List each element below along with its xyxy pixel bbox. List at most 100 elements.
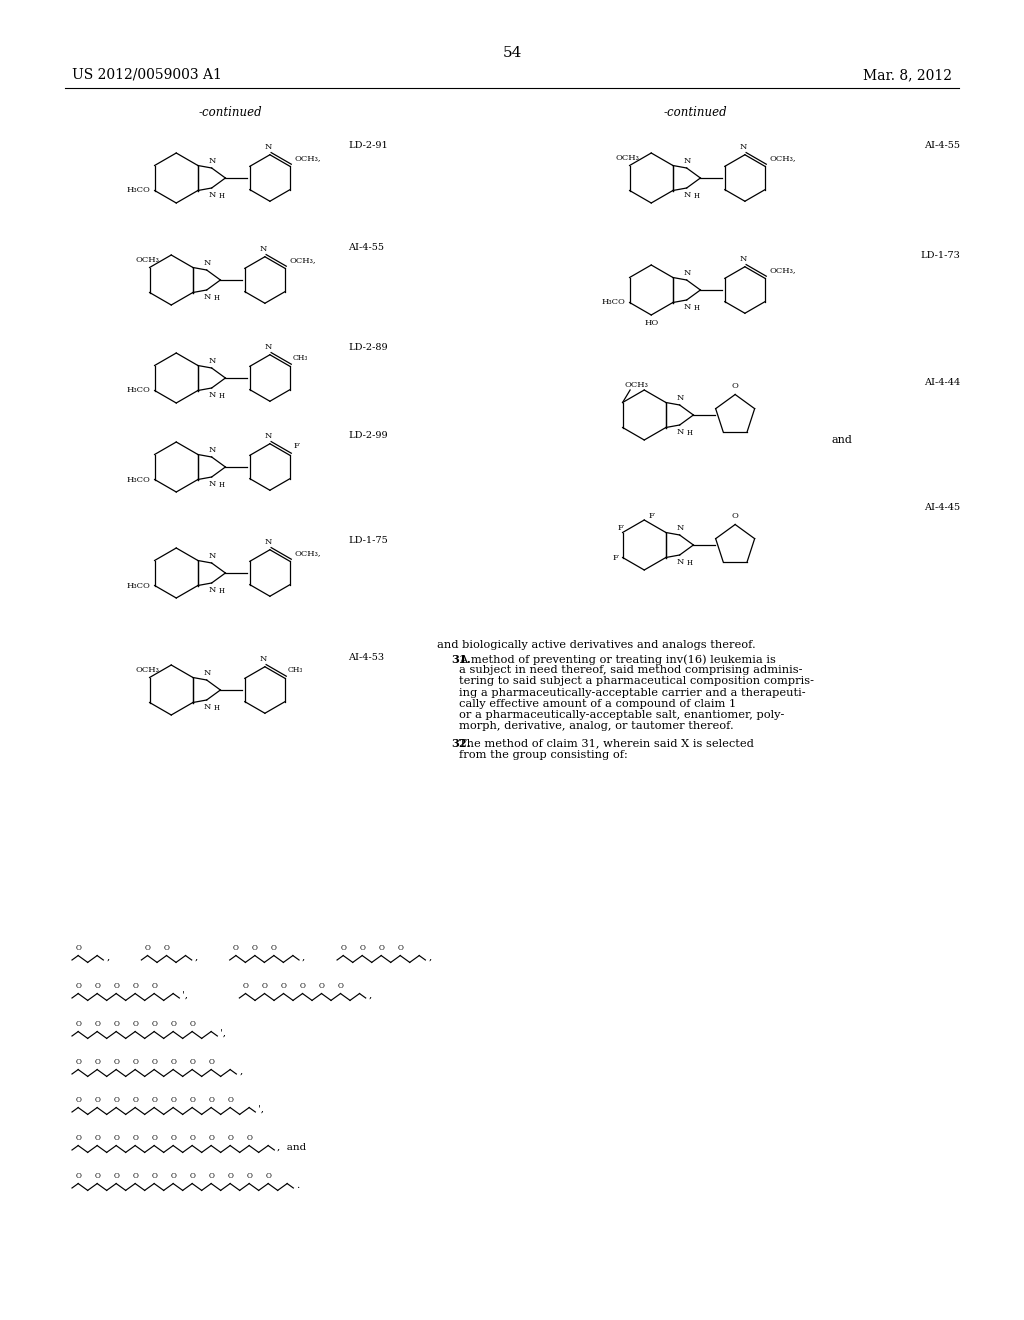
Text: O: O [152,1172,157,1180]
Text: N: N [739,255,746,263]
Text: N: N [209,480,216,488]
Text: O: O [164,944,169,952]
Text: O: O [170,1134,176,1142]
Text: CH₃: CH₃ [293,354,308,363]
Text: O: O [189,1172,196,1180]
Text: O: O [189,1020,196,1028]
Text: OCH₃,: OCH₃, [294,549,321,557]
Text: H: H [219,587,224,595]
Text: 31.: 31. [451,653,471,665]
Text: O: O [114,1134,119,1142]
Text: O: O [94,1134,100,1142]
Text: morph, derivative, analog, or tautomer thereof.: morph, derivative, analog, or tautomer t… [459,721,734,731]
Text: O: O [114,1059,119,1067]
Text: AI-4-55: AI-4-55 [348,243,384,252]
Text: N: N [259,244,266,252]
Text: tering to said subject a pharmaceutical composition compris-: tering to said subject a pharmaceutical … [459,676,814,686]
Text: H: H [219,480,224,488]
Text: O: O [152,1096,157,1104]
Text: O: O [152,1134,157,1142]
Text: LD-1-75: LD-1-75 [348,536,388,545]
Text: N: N [209,552,216,560]
Text: HO: HO [644,319,658,327]
Text: O: O [114,1020,119,1028]
Text: N: N [259,655,266,663]
Text: H₃CO: H₃CO [127,186,151,194]
Text: N: N [209,157,216,165]
Text: AI-4-55: AI-4-55 [924,141,961,150]
Text: O: O [75,1020,81,1028]
Text: O: O [246,1134,252,1142]
Text: ',: ', [220,1030,226,1038]
Text: ,  and: , and [278,1143,306,1152]
Text: O: O [227,1134,233,1142]
Text: O: O [732,383,738,391]
Text: O: O [114,982,119,990]
Text: N: N [677,428,684,436]
Text: H: H [693,191,699,201]
Text: N: N [204,293,211,301]
Text: O: O [252,944,258,952]
Text: F: F [648,512,654,520]
Text: 32.: 32. [451,738,471,750]
Text: LD-2-91: LD-2-91 [348,141,388,150]
Text: O: O [75,1059,81,1067]
Text: ',: ', [182,991,188,1001]
Text: O: O [208,1059,214,1067]
Text: O: O [132,1134,138,1142]
Text: O: O [152,982,157,990]
Text: H: H [214,294,220,302]
Text: O: O [75,1172,81,1180]
Text: O: O [232,944,239,952]
Text: O: O [94,1172,100,1180]
Text: O: O [227,1172,233,1180]
Text: O: O [132,1172,138,1180]
Text: OCH₃,: OCH₃, [769,267,796,275]
Text: ,: , [428,953,432,962]
Text: H: H [219,392,224,400]
Text: ,: , [195,953,198,962]
Text: ing a pharmaceutically-acceptable carrier and a therapeuti-: ing a pharmaceutically-acceptable carrie… [459,688,806,697]
Text: H: H [687,558,692,568]
Text: O: O [397,944,403,952]
Text: OCH₃: OCH₃ [615,153,640,161]
Text: H: H [693,304,699,312]
Text: O: O [318,982,325,990]
Text: N: N [209,446,216,454]
Text: ,: , [240,1067,243,1076]
Text: O: O [132,982,138,990]
Text: O: O [281,982,287,990]
Text: O: O [75,1134,81,1142]
Text: N: N [739,143,746,150]
Text: N: N [677,393,684,403]
Text: O: O [189,1059,196,1067]
Text: OCH₃: OCH₃ [625,381,648,389]
Text: O: O [243,982,249,990]
Text: H: H [214,704,220,711]
Text: N: N [204,704,211,711]
Text: O: O [94,1059,100,1067]
Text: O: O [271,944,276,952]
Text: O: O [227,1096,233,1104]
Text: .: . [296,1181,300,1191]
Text: H: H [687,429,692,437]
Text: N: N [264,343,271,351]
Text: ,: , [302,953,305,962]
Text: N: N [264,143,271,150]
Text: O: O [144,944,151,952]
Text: O: O [338,982,343,990]
Text: O: O [114,1172,119,1180]
Text: H₃CO: H₃CO [127,387,151,395]
Text: N: N [684,304,691,312]
Text: O: O [732,512,738,520]
Text: A method of preventing or treating inv(16) leukemia is: A method of preventing or treating inv(1… [459,653,776,664]
Text: F: F [612,553,618,561]
Text: LD-1-73: LD-1-73 [921,251,961,260]
Text: and: and [831,436,853,445]
Text: cally effective amount of a compound of claim 1: cally effective amount of a compound of … [459,698,736,709]
Text: a subject in need thereof, said method comprising adminis-: a subject in need thereof, said method c… [459,665,803,676]
Text: O: O [152,1020,157,1028]
Text: N: N [209,191,216,199]
Text: O: O [75,982,81,990]
Text: N: N [264,537,271,545]
